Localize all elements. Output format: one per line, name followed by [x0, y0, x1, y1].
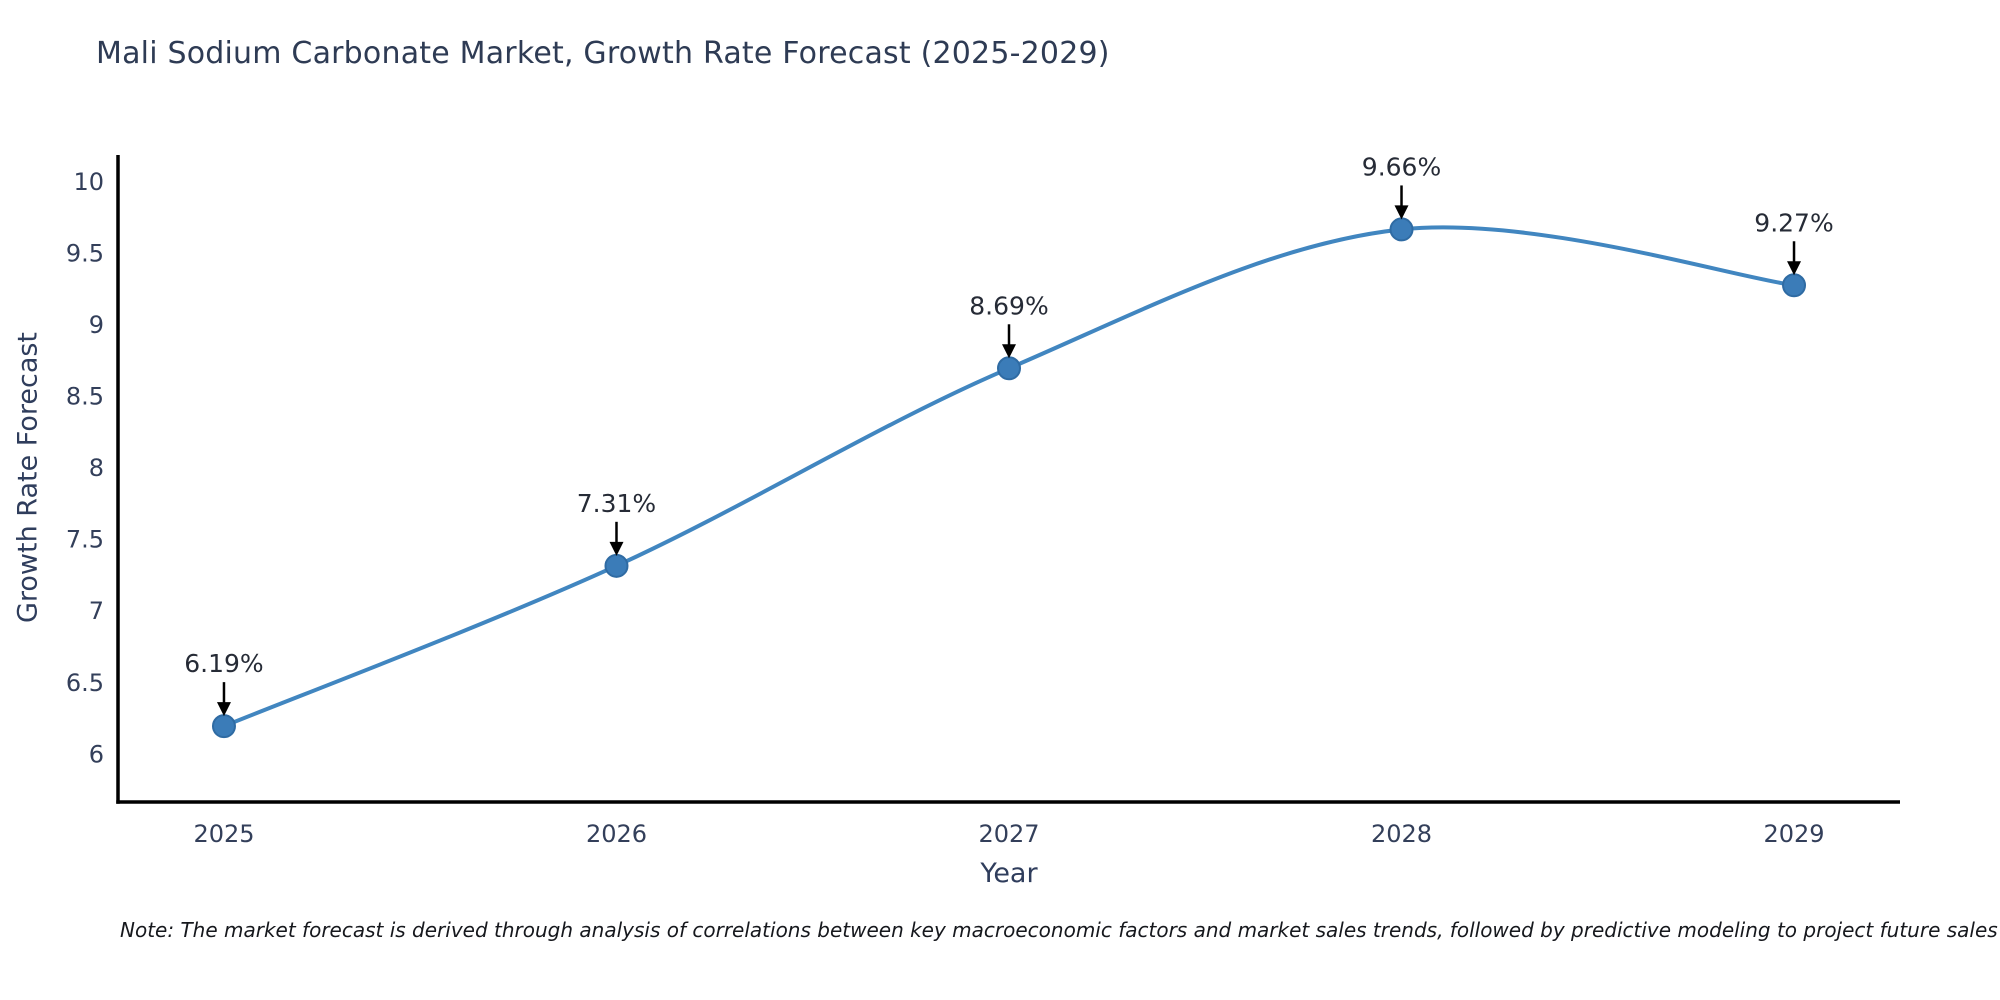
x-tick-label: 2029 [1763, 820, 1824, 848]
chart-footnote: Note: The market forecast is derived thr… [120, 918, 1998, 942]
y-tick-labels: 6 6.5 7 7.5 8 8.5 9 9.5 10 [66, 168, 104, 769]
x-tick-labels: 2025 2026 2027 2028 2029 [193, 820, 1824, 848]
chart-title: Mali Sodium Carbonate Market, Growth Rat… [96, 36, 1110, 71]
x-tick-label: 2026 [586, 820, 647, 848]
data-point-marker [604, 553, 629, 578]
y-tick-label: 10 [73, 168, 104, 196]
data-point-marker [211, 714, 236, 739]
data-point-marker [997, 356, 1021, 381]
x-axis-title: Year [980, 858, 1038, 889]
axes [116, 155, 1900, 804]
point-value-label: 8.69% [969, 291, 1048, 320]
point-value-label: 9.27% [1754, 208, 1833, 237]
annotation-arrow-head [1394, 205, 1409, 220]
y-tick-label: 7.5 [66, 526, 104, 554]
annotation-arrow-head [216, 702, 231, 717]
y-tick-label: 8.5 [66, 382, 104, 410]
point-value-label: 6.19% [184, 649, 263, 678]
annotation-arrow-head [1787, 261, 1802, 276]
data-point-marker [1389, 217, 1414, 242]
point-value-label: 9.66% [1362, 152, 1441, 181]
y-tick-label: 8 [89, 454, 104, 482]
x-tick-label: 2028 [1371, 820, 1432, 848]
point-annotations: 6.19% 7.31% 8.69% 9.66% 9.27% [184, 152, 1834, 717]
annotation-arrow-head [609, 541, 624, 556]
y-tick-label: 9 [89, 311, 104, 339]
x-tick-label: 2025 [193, 820, 254, 848]
data-point-marker [1782, 273, 1807, 298]
y-tick-label: 6.5 [66, 669, 104, 697]
y-tick-label: 7 [89, 597, 104, 625]
y-tick-label: 6 [89, 740, 104, 768]
x-tick-label: 2027 [978, 820, 1039, 848]
annotation-arrow-head [1002, 344, 1016, 359]
y-tick-label: 9.5 [66, 239, 104, 267]
point-value-label: 7.31% [577, 489, 656, 518]
